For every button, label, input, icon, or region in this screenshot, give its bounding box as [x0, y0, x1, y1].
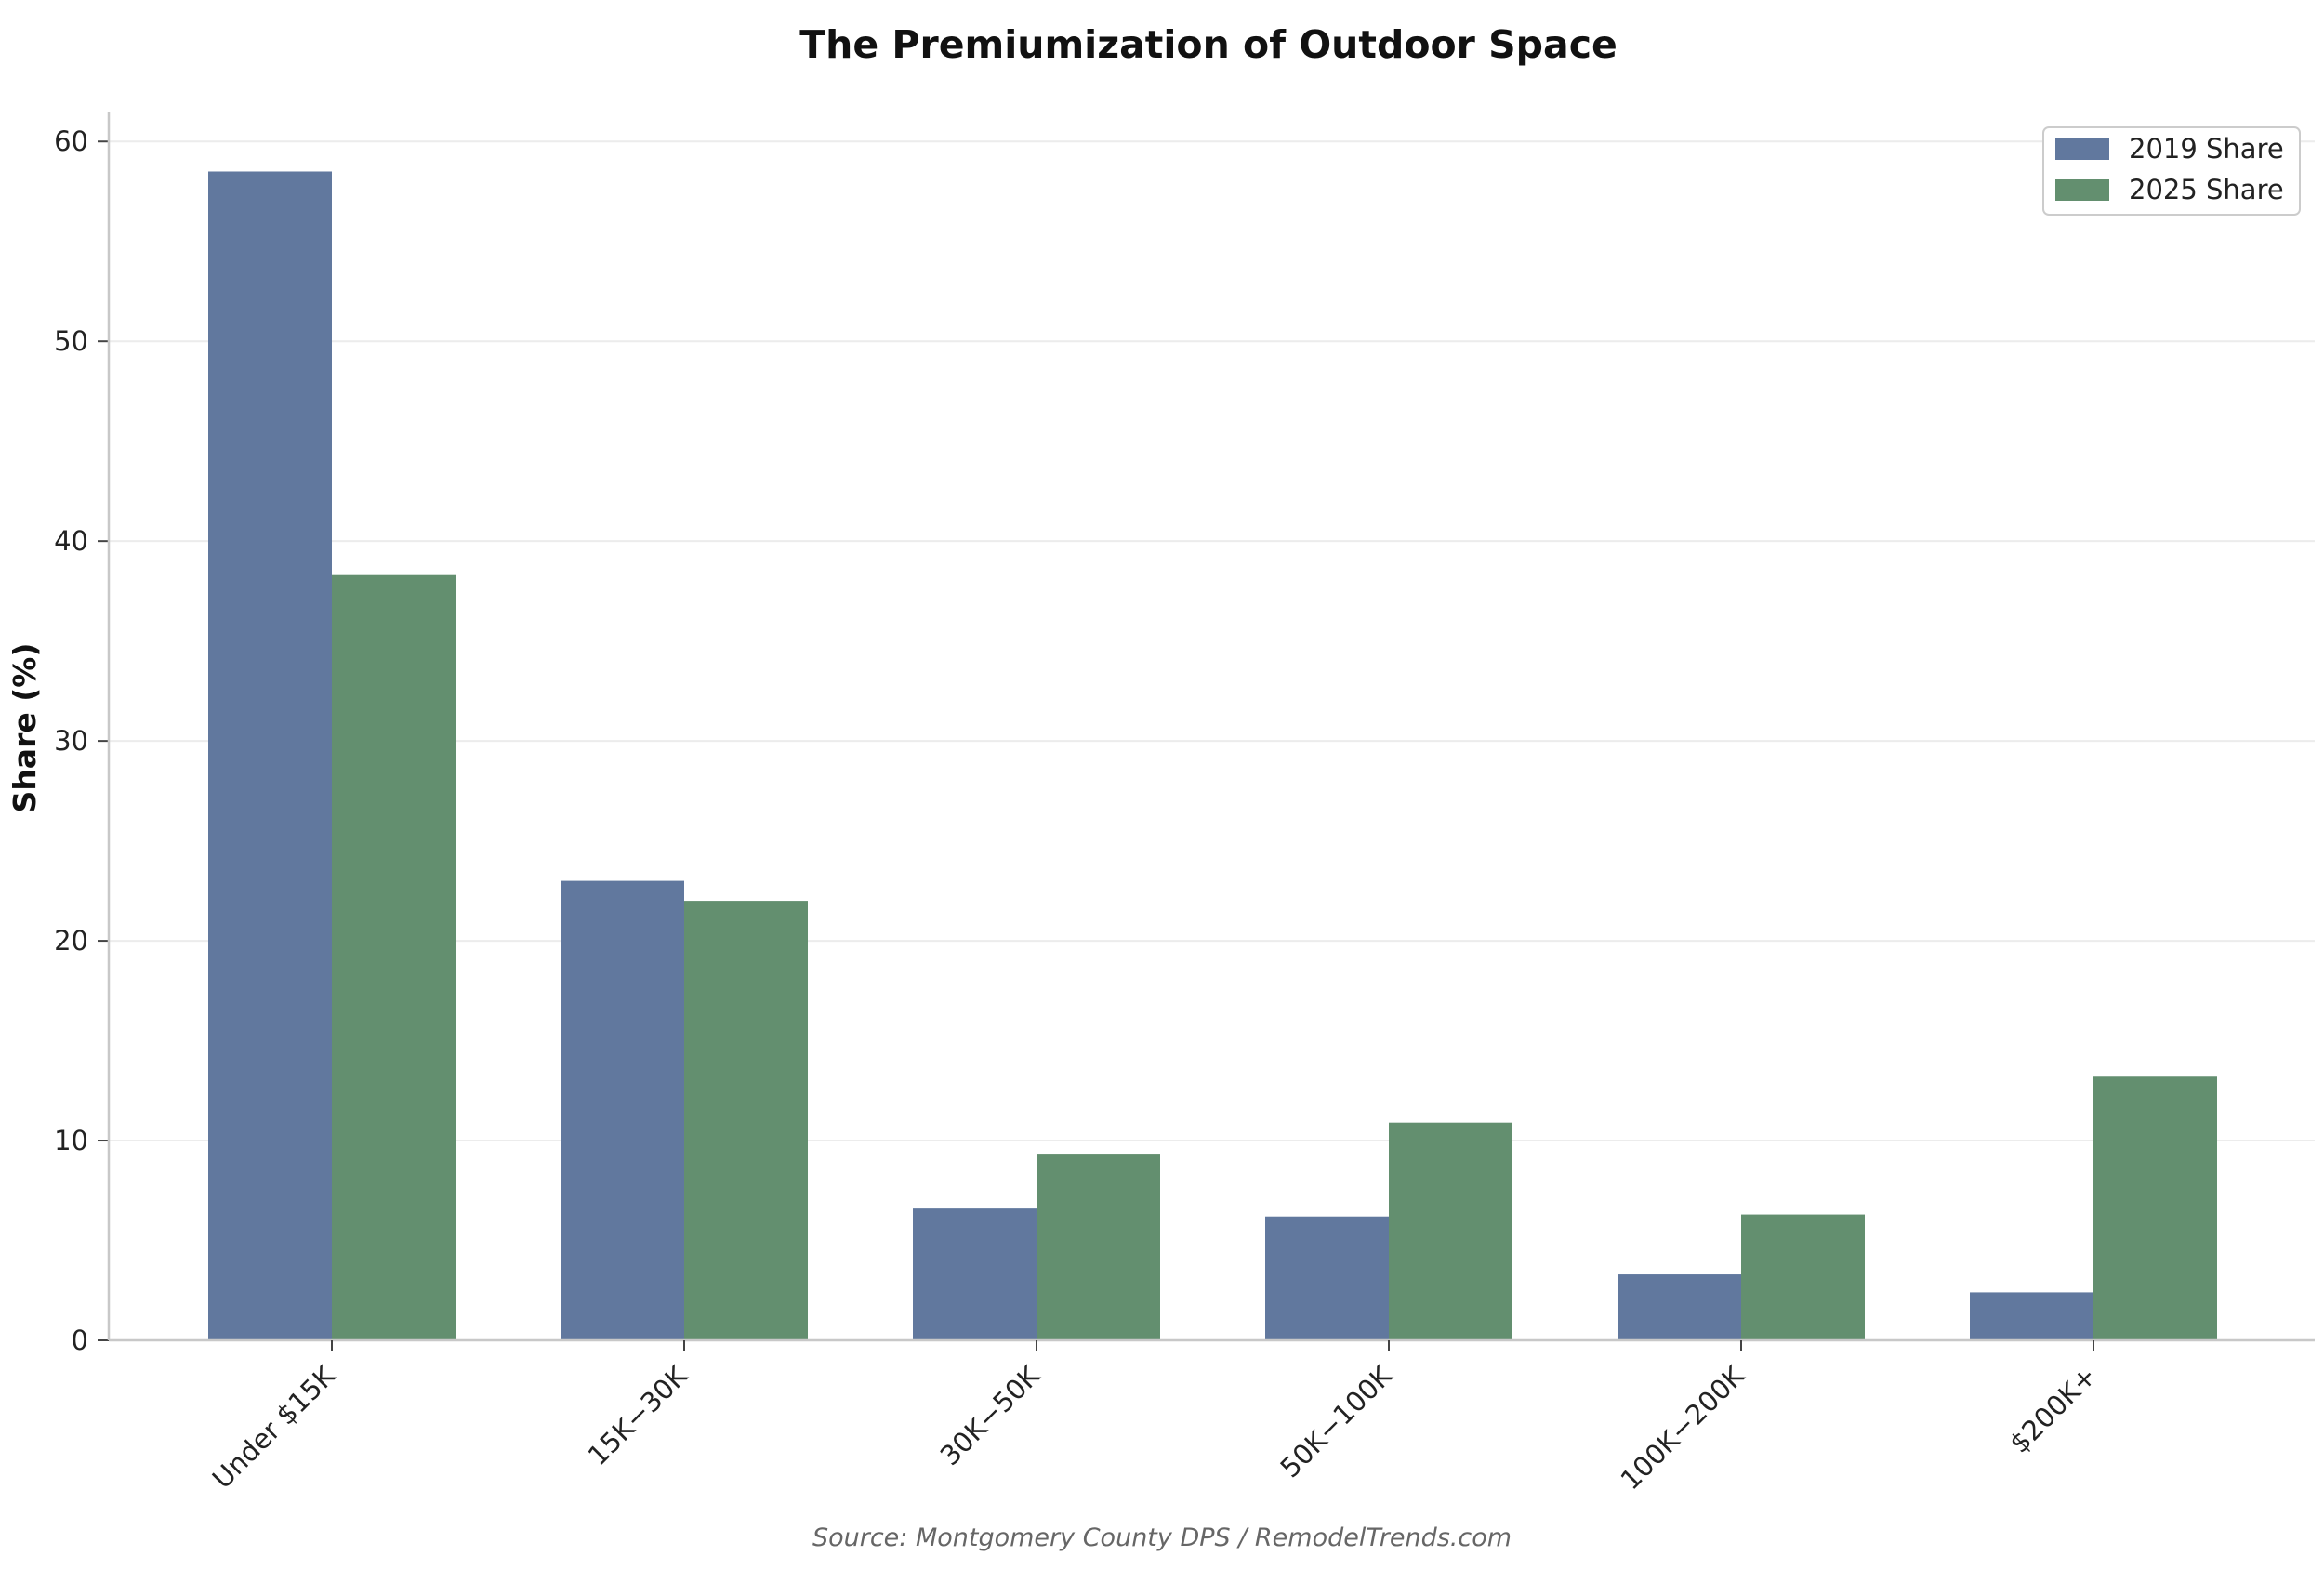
y-axis-label: Share (%) — [7, 643, 43, 813]
y-tick-label-10: 10 — [54, 1125, 88, 1156]
source-note: Source: Montgomery County DPS / RemodelT… — [812, 1523, 1512, 1552]
bar-2019-0 — [208, 171, 332, 1341]
bar-2025-1 — [684, 901, 808, 1340]
bar-2025-0 — [332, 574, 456, 1340]
bar-2025-3 — [1389, 1122, 1512, 1340]
bar-2025-4 — [1741, 1214, 1865, 1340]
y-tick-label-0: 0 — [72, 1325, 88, 1356]
y-tick-label-40: 40 — [54, 525, 88, 557]
y-tick-label-60: 60 — [54, 125, 88, 157]
legend: 2019 Share 2025 Share — [2042, 126, 2301, 216]
legend-swatch-2019 — [2055, 138, 2109, 160]
y-tick-label-50: 50 — [54, 325, 88, 357]
bar-2019-4 — [1618, 1274, 1741, 1340]
legend-swatch-2025 — [2055, 179, 2109, 201]
y-tick-label-20: 20 — [54, 925, 88, 956]
y-tick-label-30: 30 — [54, 725, 88, 757]
bar-2019-1 — [561, 880, 684, 1340]
bar-2019-3 — [1265, 1216, 1389, 1340]
legend-label-2025: 2025 Share — [2129, 174, 2284, 205]
legend-label-2019: 2019 Share — [2129, 133, 2284, 165]
axes — [107, 112, 2315, 1342]
gridlines — [109, 140, 2315, 1142]
bar-2019-5 — [1970, 1292, 2093, 1340]
bar-2019-2 — [913, 1208, 1037, 1340]
chart-title: The Premiumization of Outdoor Space — [799, 22, 1618, 67]
bar-2025-2 — [1037, 1154, 1160, 1340]
y-axis-ticks: 0 10 20 30 40 50 60 — [54, 125, 109, 1356]
bars — [208, 171, 2217, 1341]
bar-2025-5 — [2093, 1076, 2217, 1340]
